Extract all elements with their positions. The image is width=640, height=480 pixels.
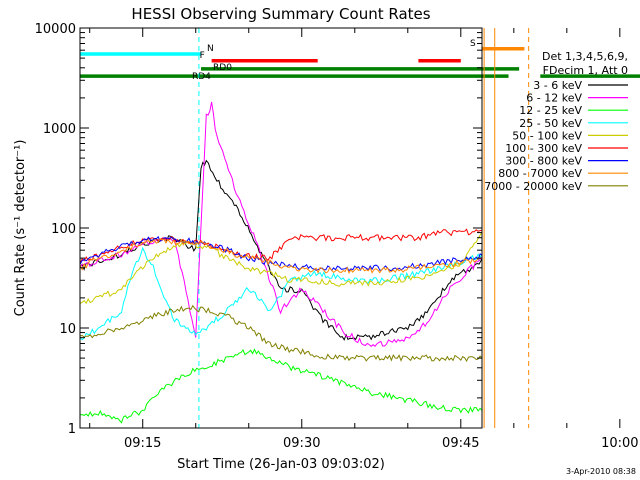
legend-entry-label: 100 - 300 keV: [505, 142, 582, 155]
legend-entry-label: 7000 - 20000 keV: [484, 180, 582, 193]
series-line: [556, 232, 640, 276]
flag-label-rd0: RD0: [213, 63, 232, 73]
series-line: [556, 196, 640, 304]
y-tick-label: 1000: [43, 122, 76, 137]
y-axis: 1 10 100 1000 10000: [35, 22, 482, 437]
x-tick-label: 09:30: [283, 436, 320, 451]
y-tick-label: 100: [51, 222, 76, 237]
series-line: [556, 225, 640, 263]
legend-entry-label: 3 - 6 keV: [533, 79, 582, 92]
legend-entry-label: 50 - 100 keV: [512, 129, 582, 142]
flag-label-s: S: [470, 39, 476, 49]
x-tick-label: 09:15: [124, 436, 161, 451]
flag-label-rd4: RD4: [192, 72, 211, 82]
x-tick-label: 10:00: [601, 436, 638, 451]
y-tick-label: 10000: [35, 22, 76, 37]
series-line: [556, 202, 640, 289]
series-line: [80, 306, 482, 361]
series-line: [80, 102, 492, 346]
y-tick-label: 10: [59, 322, 76, 337]
footer-date: 3-Apr-2010 08:38: [566, 467, 636, 476]
y-tick-label: 1: [68, 422, 76, 437]
legend-header-line: Det 1,3,4,5,6,9,: [542, 50, 628, 63]
series-line: [80, 217, 492, 304]
legend-entry-label: 12 - 25 keV: [519, 104, 582, 117]
series-line: [567, 327, 640, 414]
legend-header-line: FDecim 1, Att 0: [543, 64, 628, 77]
legend-entry-label: 25 - 50 keV: [519, 117, 582, 130]
x-axis-label: Start Time (26-Jan-03 09:03:02): [177, 457, 385, 472]
series-line: [80, 248, 492, 340]
legend-entry-label: 300 - 800 keV: [505, 155, 582, 168]
series-line: [80, 349, 482, 422]
flag-label-n: N: [207, 44, 214, 54]
x-tick-label: 09:45: [442, 436, 479, 451]
series-line: [556, 260, 640, 322]
series-line: [556, 303, 640, 361]
legend-entry-label: 800 - 7000 keV: [498, 167, 582, 180]
count-rate-chart: HESSI Observing Summary Count Rates NF S R…: [0, 0, 640, 480]
legend-entry-label: 6 - 12 keV: [526, 92, 582, 105]
series-line: [80, 237, 492, 271]
series-line: [556, 200, 640, 334]
series-line: [556, 235, 640, 279]
plot-frame: [80, 28, 482, 428]
legend: Det 1,3,4,5,6,9,FDecim 1, Att 0 3 - 6 keV…: [484, 50, 628, 193]
chart-title: HESSI Observing Summary Count Rates: [131, 5, 430, 23]
y-axis-label: Count Rate (s⁻¹ detector⁻¹): [13, 140, 28, 317]
flag-label-f: F: [200, 51, 205, 61]
